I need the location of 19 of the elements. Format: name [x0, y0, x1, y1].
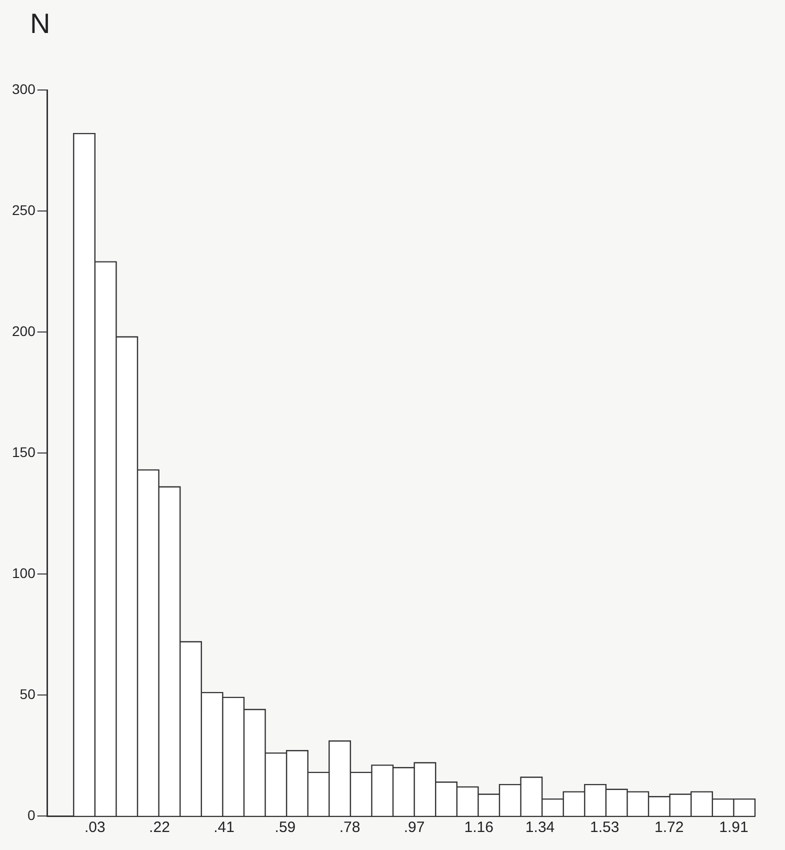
x-tick-label: 1.91	[719, 819, 748, 836]
x-tick-label: .59	[274, 819, 296, 836]
x-tick-label: .22	[149, 819, 170, 836]
x-tick-label: .78	[339, 819, 360, 836]
y-tick-label: 100	[12, 564, 36, 581]
x-tick-label: 1.16	[464, 819, 494, 836]
y-tick-label: 300	[12, 80, 36, 97]
y-tick-label: 50	[20, 686, 36, 702]
x-tick-label: .03	[84, 819, 106, 836]
x-tick-label: 1.53	[590, 819, 620, 836]
y-tick-label: 250	[12, 202, 36, 218]
x-tick-label: .41	[214, 819, 234, 836]
y-tick-label: 150	[12, 444, 36, 460]
y-tick-label: 200	[12, 322, 36, 339]
x-tick-label: 1.72	[654, 819, 684, 836]
y-axis-title: N	[30, 8, 50, 40]
x-tick-label: 1.34	[525, 819, 555, 836]
x-tick-label: .97	[404, 819, 425, 836]
y-tick-label: 0	[28, 806, 36, 823]
